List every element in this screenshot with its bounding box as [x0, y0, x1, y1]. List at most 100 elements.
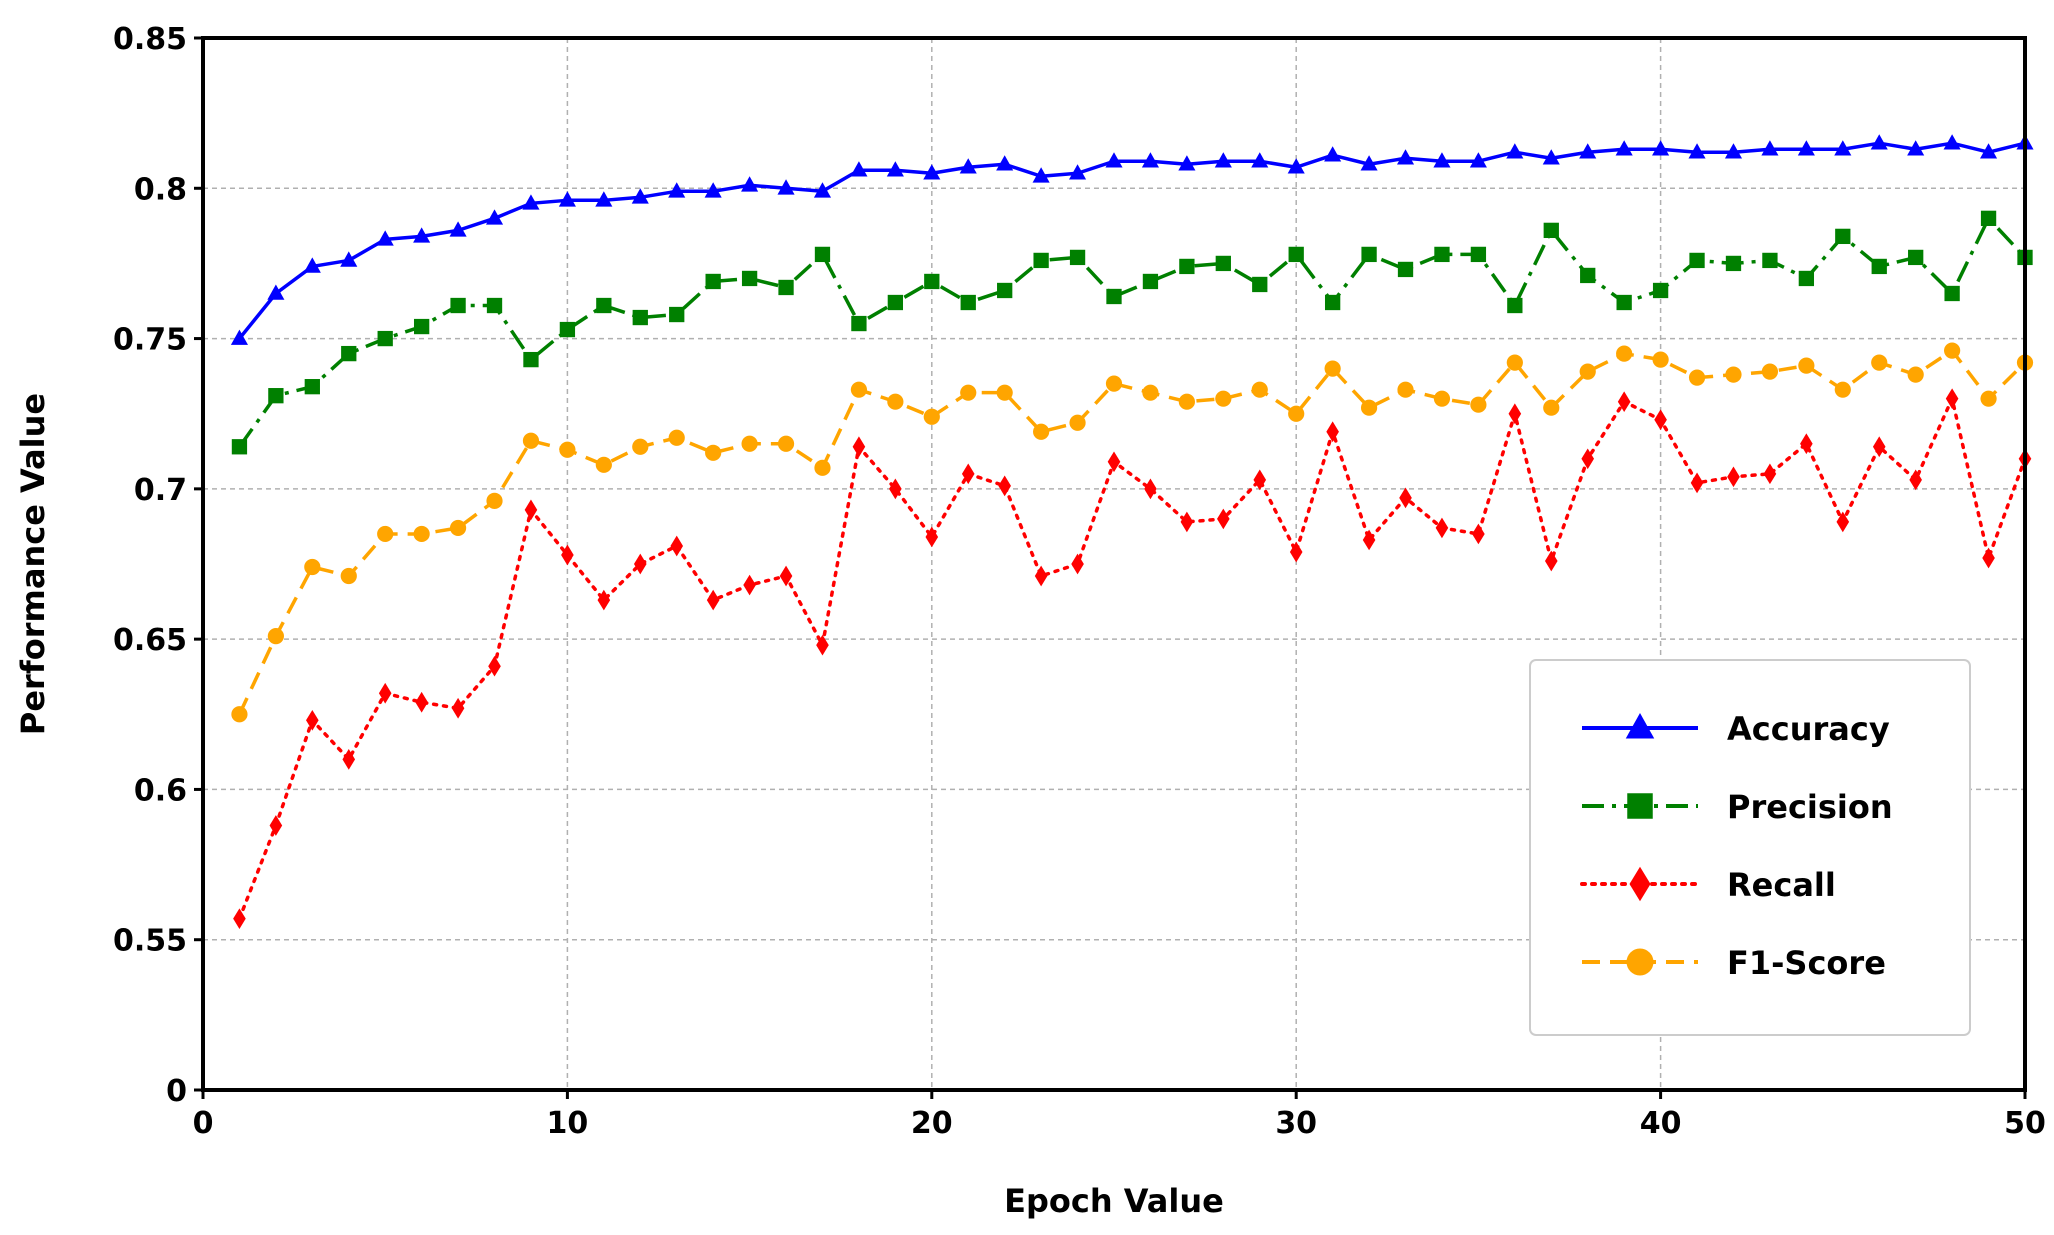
accuracy-marker: [1506, 143, 1524, 159]
recall-marker: [1253, 469, 1267, 491]
recall-marker: [1362, 529, 1376, 551]
precision-marker: [1179, 258, 1195, 275]
recall-marker: [852, 436, 866, 458]
f1-score-marker: [1397, 381, 1414, 398]
recall-marker: [998, 475, 1011, 497]
f1-score-marker: [1288, 405, 1305, 422]
x-tick-label: 40: [1640, 1106, 1682, 1141]
accuracy-marker: [1652, 140, 1670, 156]
legend-label-precision: Precision: [1727, 788, 1893, 826]
accuracy-marker: [850, 161, 868, 177]
recall-marker: [1144, 478, 1157, 500]
f1-score-marker: [1980, 390, 1997, 407]
f1-score-marker: [1178, 393, 1195, 410]
legend-label-recall: Recall: [1727, 866, 1836, 904]
f1-score-marker: [1215, 390, 1232, 407]
f1-score-marker: [1033, 423, 1050, 440]
legend: Accuracy Precision Recall F1-Score: [1529, 659, 1971, 1036]
y-tick-label: 0: [166, 1074, 187, 1109]
precision-marker: [1871, 258, 1887, 275]
recall-marker: [1034, 565, 1048, 587]
series-accuracy: [230, 134, 2034, 345]
precision-marker: [1580, 267, 1596, 284]
precision-marker: [1069, 249, 1086, 266]
accuracy-marker: [595, 191, 613, 207]
accuracy-marker: [230, 329, 248, 345]
precision-marker: [1142, 273, 1159, 290]
recall-marker: [1982, 547, 1995, 569]
f1-score-marker: [705, 444, 722, 461]
accuracy-marker: [813, 182, 832, 198]
recall-marker: [488, 655, 501, 677]
recall-marker: [1508, 403, 1522, 425]
f1-score-marker: [1506, 354, 1523, 371]
accuracy-marker: [1980, 143, 1998, 159]
f1-score-marker: [1871, 354, 1888, 371]
recall-marker: [1180, 511, 1194, 533]
y-axis-label: Performance Value: [14, 393, 52, 735]
accuracy-marker: [1396, 149, 1415, 165]
precision-marker: [778, 279, 794, 296]
precision-marker: [1616, 294, 1632, 311]
precision-marker: [1689, 252, 1705, 269]
recall-marker: [1107, 451, 1121, 473]
precision-marker: [1835, 228, 1851, 245]
accuracy-marker: [1141, 152, 1159, 168]
accuracy-marker: [303, 257, 321, 273]
accuracy-marker: [1688, 143, 1706, 159]
accuracy-marker: [668, 182, 686, 198]
recall-marker: [1872, 436, 1886, 458]
plot-frame: [201, 36, 2027, 1092]
precision-marker: [486, 297, 503, 314]
f1-score-marker: [1360, 399, 1378, 416]
accuracy-marker: [1069, 164, 1087, 180]
legend-marker-accuracy: [1625, 713, 1655, 739]
recall-marker: [451, 697, 465, 719]
recall-marker: [889, 478, 902, 500]
y-axis-ticks: 0 0.55 0.6 0.65 0.7 0.75 0.8 0.85: [113, 22, 203, 1109]
f1-score-marker: [1725, 366, 1742, 383]
recall-marker: [1581, 448, 1595, 470]
recall-marker: [378, 682, 392, 704]
accuracy-marker: [1433, 152, 1451, 168]
series-f1-score: [231, 342, 2034, 723]
x-tick-label: 30: [1275, 1106, 1317, 1141]
precision-marker: [377, 330, 393, 347]
precision-marker: [1652, 282, 1669, 299]
f1-score-marker: [1433, 390, 1451, 407]
series-line-accuracy: [238, 141, 2026, 340]
y-tick-label: 0.8: [134, 172, 187, 207]
recall-marker: [561, 544, 574, 566]
precision-marker: [1908, 249, 1924, 266]
accuracy-marker: [340, 251, 358, 267]
f1-score-marker: [777, 435, 795, 452]
accuracy-marker: [741, 176, 759, 192]
legend-box: [1529, 659, 1971, 1036]
f1-score-marker: [1543, 399, 1560, 416]
series-layer: [230, 134, 2034, 930]
precision-marker: [1361, 246, 1377, 263]
f1-score-marker: [1142, 384, 1159, 401]
recall-marker: [1435, 517, 1449, 539]
recall-marker: [1727, 466, 1740, 488]
accuracy-marker: [631, 188, 649, 204]
legend-label-accuracy: Accuracy: [1727, 710, 1890, 748]
precision-marker: [960, 294, 976, 311]
precision-marker: [413, 318, 430, 335]
accuracy-marker: [1943, 134, 1961, 150]
f1-score-marker: [1470, 396, 1487, 413]
recall-marker: [1071, 553, 1084, 575]
recall-marker: [597, 589, 611, 611]
recall-marker: [1399, 487, 1412, 509]
recall-marker: [1544, 550, 1558, 572]
accuracy-marker: [1615, 140, 1633, 156]
recall-marker: [743, 574, 756, 596]
f1-score-marker: [413, 525, 430, 543]
precision-marker: [669, 306, 685, 323]
precision-marker: [596, 297, 612, 314]
f1-score-marker: [887, 393, 904, 410]
series-precision: [231, 210, 2033, 455]
precision-marker: [887, 294, 904, 311]
f1-score-marker: [595, 456, 612, 473]
